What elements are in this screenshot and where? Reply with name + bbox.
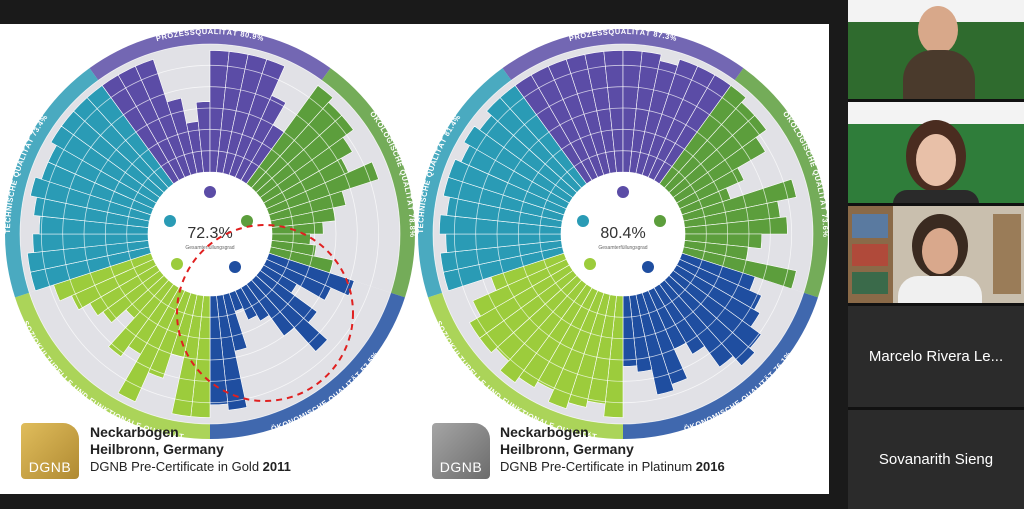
participant-tile-name-2[interactable]: Sovanarith Sieng <box>848 410 1024 509</box>
left-caption-certificate: DGNB Pre-Certificate in Gold 2011 <box>90 459 291 474</box>
left-caption-location: Heilbronn, Germany <box>90 441 224 457</box>
right-radar-wheel: 80.4%GesamterfüllungsgradPROZESSQUALITÄT… <box>416 27 830 441</box>
category-icon <box>204 186 216 198</box>
category-icon <box>164 215 176 227</box>
category-icon <box>577 215 589 227</box>
total-score-label: Gesamterfüllungsgrad <box>185 245 234 251</box>
right-caption: Neckarbogen Heilbronn, Germany DGNB Pre-… <box>500 424 725 475</box>
total-score: 80.4% <box>600 225 645 242</box>
video-tile-1[interactable] <box>848 0 1024 99</box>
right-caption-location: Heilbronn, Germany <box>500 441 634 457</box>
left-radar-wheel: 72.3%GesamterfüllungsgradPROZESSQUALITÄT… <box>3 27 417 441</box>
category-icon <box>171 258 183 270</box>
video-tile-2[interactable] <box>848 102 1024 203</box>
participant-avatar <box>918 6 958 54</box>
category-icon <box>584 258 596 270</box>
right-caption-title: Neckarbogen <box>500 424 589 440</box>
total-score: 72.3% <box>187 225 232 242</box>
annotation-circle <box>176 224 354 402</box>
category-icon <box>617 186 629 198</box>
category-icon <box>654 215 666 227</box>
left-caption-title: Neckarbogen <box>90 424 179 440</box>
left-caption: Neckarbogen Heilbronn, Germany DGNB Pre-… <box>90 424 291 475</box>
category-icon <box>241 215 253 227</box>
video-tile-3[interactable] <box>848 206 1024 303</box>
participant-tile-name-1[interactable]: Marcelo Rivera Le... <box>848 306 1024 407</box>
category-icon <box>229 261 241 273</box>
participant-name: Sovanarith Sieng <box>878 451 994 468</box>
dgnb-platinum-logo: DGNB <box>432 423 490 479</box>
participant-name: Marcelo Rivera Le... <box>868 348 1004 365</box>
dgnb-gold-logo: DGNB <box>21 423 79 479</box>
right-caption-certificate: DGNB Pre-Certificate in Platinum 2016 <box>500 459 725 474</box>
total-score-label: Gesamterfüllungsgrad <box>598 245 647 251</box>
category-icon <box>642 261 654 273</box>
